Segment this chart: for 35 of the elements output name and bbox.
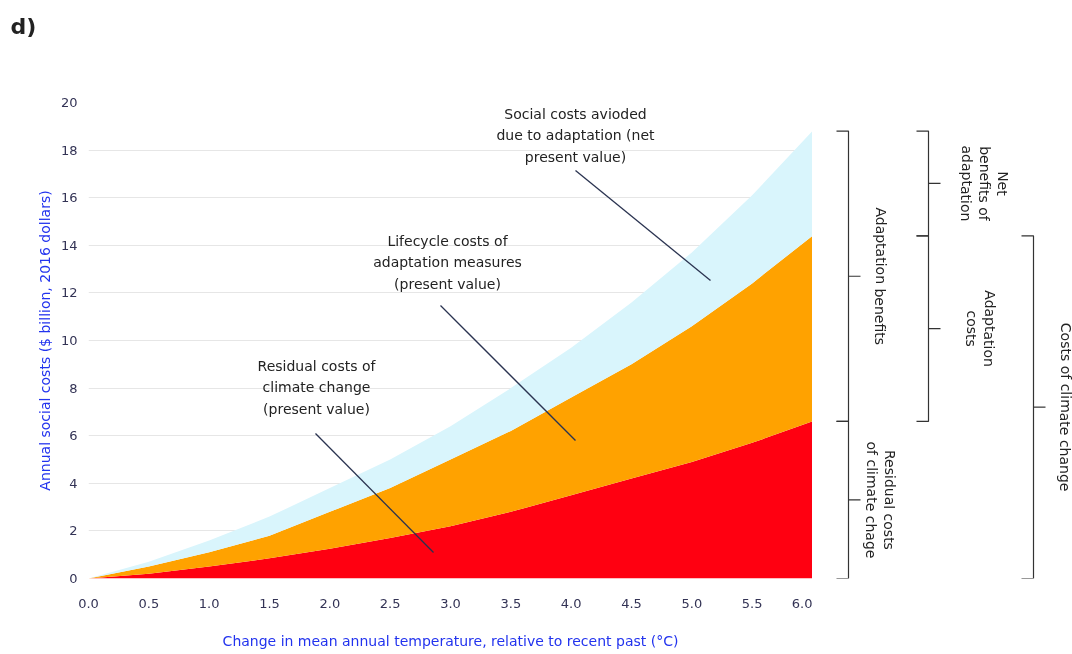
x-tick-label: 1.5: [259, 595, 280, 611]
annotation: Social costs avioded due to adaptation (net present value): [496, 105, 656, 165]
x-tick-label: 4.5: [621, 595, 642, 611]
y-tick-label: 14: [60, 237, 78, 253]
x-tick-label: 2.0: [319, 595, 341, 611]
x-tick-label: 4.0: [560, 595, 582, 611]
y-tick-label: 8: [69, 380, 78, 396]
y-tick-label: 12: [60, 285, 78, 301]
y-tick-label: 10: [60, 333, 78, 348]
text: Adaptation costs: [963, 290, 998, 367]
text: Net benefits of adaptation: [958, 145, 1011, 222]
y-tick-label: 16: [60, 190, 78, 206]
y-axis-title: Annual social costs ($ billion, 2016 dollars): [36, 190, 53, 491]
y-tick-label: 20: [60, 95, 78, 110]
x-tick-label: 1.0: [198, 595, 220, 611]
x-tick-label: 2.5: [379, 595, 401, 611]
chart-title: d): [10, 14, 37, 39]
y-tick-label: 18: [60, 142, 78, 158]
x-tick-label: 0.0: [78, 595, 99, 611]
y-tick-label: 2: [69, 523, 78, 539]
x-tick-label: 5.5: [741, 595, 763, 611]
annotation: Residual costs of climate change (present value): [257, 357, 377, 417]
text: Residual costs of climate chage: [863, 441, 898, 559]
text: Adaptation benefits: [872, 207, 889, 346]
y-tick-label: 6: [69, 428, 78, 444]
annotation: Lifecycle costs of adaptation measures (present value): [373, 232, 522, 292]
x-tick-label: 3.5: [500, 595, 522, 611]
y-tick-label: 4: [69, 475, 78, 491]
x-axis-title: Change in mean annual temperature, relative to recent past (°C): [222, 632, 679, 649]
y-tick-label: 0: [69, 571, 78, 586]
x-tick-label: 5.0: [681, 595, 703, 611]
x-tick-label: 3.0: [440, 595, 461, 611]
text: Costs of climate change: [1057, 322, 1072, 492]
x-tick-label: 6.0: [791, 595, 813, 611]
x-tick-label: 0.5: [138, 595, 160, 611]
